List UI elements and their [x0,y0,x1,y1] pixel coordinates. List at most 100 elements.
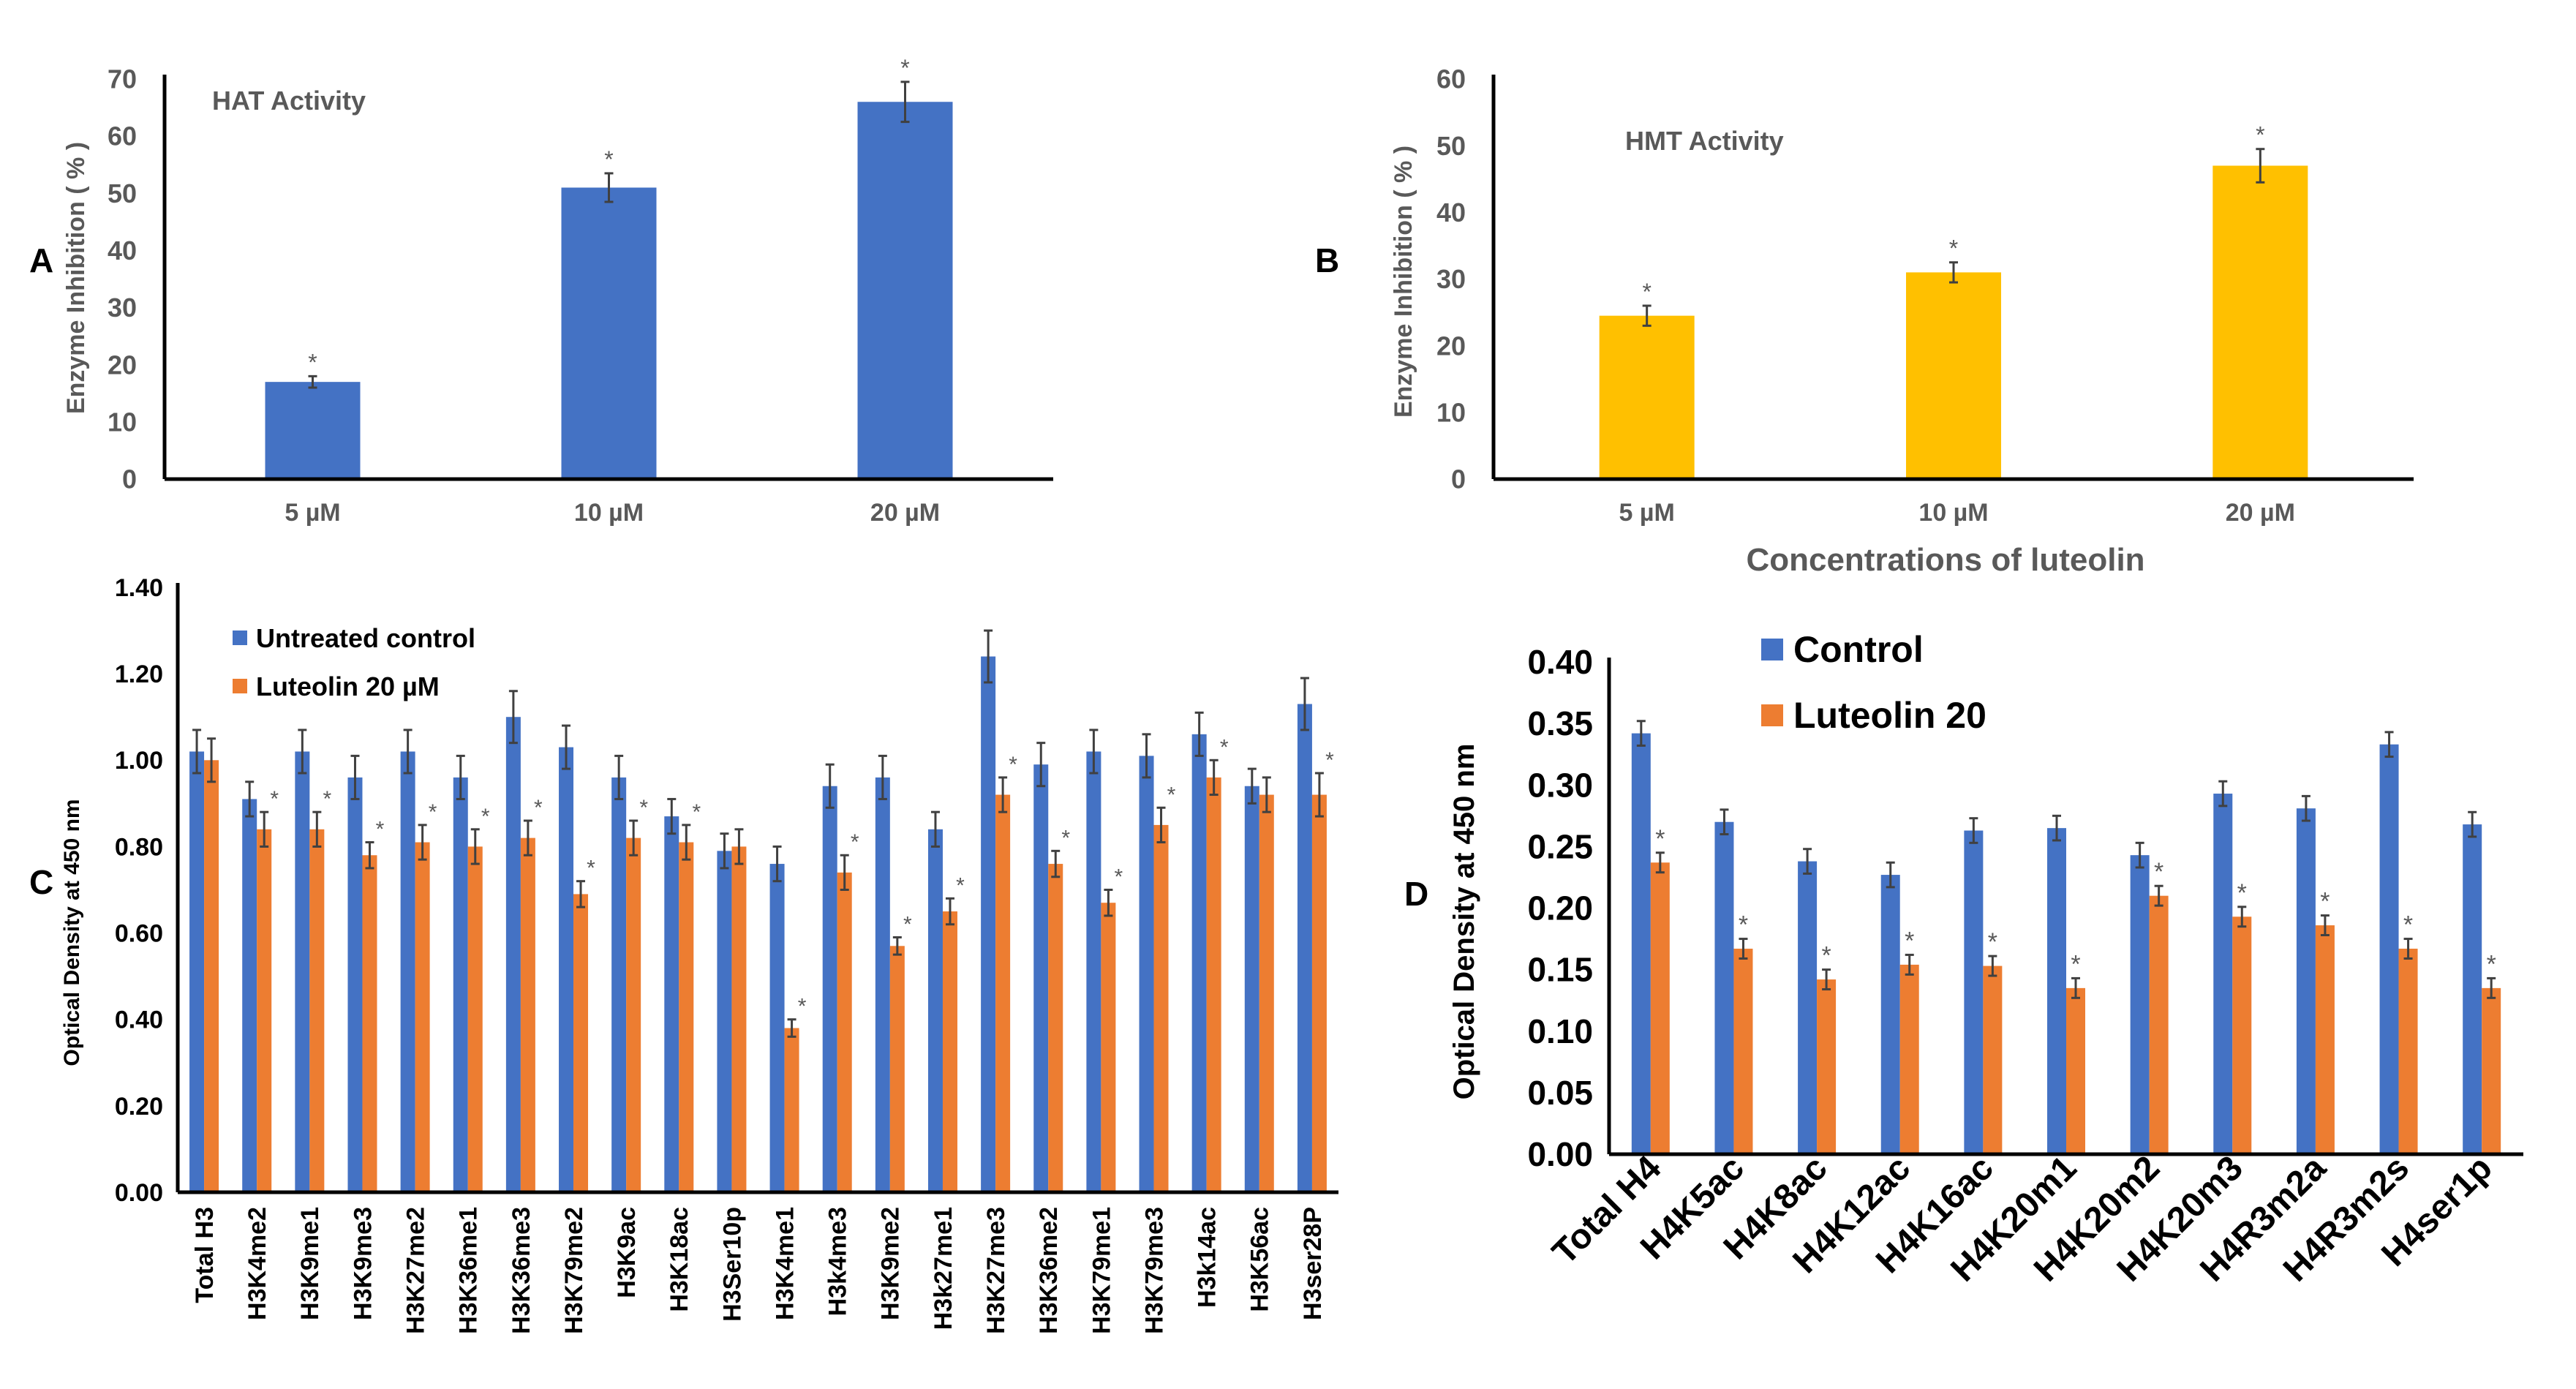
panel-c-bar-luteolin-significance-star: * [323,787,331,811]
panel-c-bar-luteolin-significance-star: * [587,857,595,881]
panel-c-x-tick-label: H3K36me2 [1035,1207,1063,1334]
panel-d-y-tick-label: 0.40 [1527,643,1593,681]
panel-a-y-tick-label: 20 [108,350,137,380]
panel-c-bar-luteolin-significance-star: * [1009,753,1017,777]
panel-c-legend: Untreated control Luteolin 20 µM [233,623,475,701]
panel-d-legend-label-luteolin: Luteolin 20 [1793,695,1986,736]
panel-c-bar-control [453,777,468,1192]
panel-b-plot-area: 0 10 20 30 40 50 60 * 5 µM * 10 µM * 20 µM [1436,64,2414,527]
panel-c-y-tick-label: 0.00 [115,1179,163,1207]
panel-d-bar-luteolin-significance-star: * [2403,911,2413,939]
panel-c-y-tick-label: 0.40 [115,1006,163,1034]
panel-c-x-tick-label: H3K9me2 [877,1207,905,1320]
panel-c-x-tick-label: H3k4me3 [824,1207,852,1316]
panel-d-bar-control [1798,861,1818,1154]
panel-d-y-tick-label: 0.20 [1527,889,1593,927]
panel-d-legend: Control Luteolin 20 [1761,629,1986,736]
panel-c-bar-luteolin-significance-star: * [481,805,490,829]
panel-b-x-tick-label: 10 µM [1918,499,1988,527]
panel-d-bar-luteolin [1733,949,1753,1154]
panel-d-bar-luteolin [2398,949,2418,1154]
panel-c-bar-luteolin-significance-star: * [956,873,965,897]
panel-c-bar-luteolin-significance-star: * [429,800,437,824]
panel-c-y-tick-label: 1.40 [115,574,163,602]
panel-c-bar-luteolin [1311,794,1327,1192]
panel-d-bar-control [2463,824,2482,1154]
panel-c-bar-luteolin-significance-star: * [534,796,543,820]
panel-a-x-tick-label: 5 µM [285,499,340,527]
panel-c-bar-luteolin [467,846,483,1192]
panel-c-bar-luteolin [837,872,852,1192]
panel-a-chart: A HAT Activity Enzyme Inhibition ( % ) 0… [29,55,1053,527]
panel-b-bar [1599,315,1695,479]
panel-c-bar-control [559,747,574,1192]
panel-c-bar-control [1139,756,1154,1192]
panel-c-bar-luteolin [995,794,1011,1192]
panel-c-bar-luteolin [1259,794,1274,1192]
panel-d-bar-luteolin-significance-star: * [1988,928,1997,956]
panel-c-bar-control [1033,764,1049,1192]
panel-d-bar-luteolin-significance-star: * [1905,927,1914,955]
panel-c-bar-luteolin [415,842,430,1192]
panel-c-bar-control [1086,751,1101,1192]
panel-a-x-tick-label: 10 µM [574,499,644,527]
panel-c-bar-luteolin-significance-star: * [270,787,279,811]
panel-d-bar-luteolin-significance-star: * [1821,942,1831,970]
panel-d-bar-control [1631,733,1651,1154]
panel-c-x-tick-label: H3K18ac [666,1207,693,1312]
panel-c-bar-luteolin [731,846,747,1192]
panel-c-x-tick-label: H3K4me1 [771,1207,799,1320]
panel-d-bar-luteolin-significance-star: * [2154,858,2163,886]
panel-c-bar-luteolin-significance-star: * [692,800,701,824]
panel-a-plot-area: 0 10 20 30 40 50 60 70 * 5 µM * 10 µM * 20 µM [108,55,1053,527]
panel-c-x-tick-label: H3k14ac [1194,1207,1221,1308]
panel-c-bar-control [347,777,363,1192]
panel-d-y-tick-label: 0.05 [1527,1074,1593,1112]
panel-a-bar-significance-star: * [308,349,317,375]
panel-c-x-tick-label: H3K56ac [1246,1207,1274,1312]
panel-c-x-tick-label: H3K79me3 [1140,1207,1168,1334]
panel-a-y-tick-label: 70 [108,64,137,94]
panel-d-bar-control [2379,744,2399,1154]
panel-c-x-tick-label: H3K9me1 [296,1207,324,1320]
panel-c-x-tick-label: H3K36me1 [455,1207,483,1334]
panel-c-bar-control [242,799,257,1192]
panel-c-bar-luteolin [784,1028,799,1192]
panel-c-y-tick-label: 1.00 [115,747,163,775]
panel-c-bar-luteolin-significance-star: * [639,796,648,820]
panel-d-chart: D Optical Density at 450 nm Control Lute… [1404,629,2523,1289]
panel-d-bar-control [2130,855,2150,1154]
panel-c-bar-control [769,864,785,1192]
panel-c-bar-luteolin [257,829,272,1192]
panel-c-plot-area: 0.00 0.20 0.40 0.60 0.80 1.00 1.20 1.40 Total H3… [115,574,1338,1334]
panel-d-bar-luteolin-significance-star: * [2237,879,2247,907]
panel-c-bar-control [717,851,732,1192]
panel-c-chart: C Optical Density at 450 nm Untreated co… [29,574,1338,1334]
panel-b-x-axis-label: Concentrations of luteolin [1746,542,2144,578]
panel-d-legend-swatch-luteolin [1761,704,1783,726]
panel-a-letter: A [29,241,53,279]
panel-c-legend-label-control: Untreated control [256,623,475,653]
panel-c-legend-swatch-luteolin [233,679,247,693]
panel-c-y-tick-label: 0.80 [115,833,163,861]
panel-c-bar-control [189,751,205,1192]
panel-c-bar-control [400,751,415,1192]
panel-c-y-axis-label: Optical Density at 450 nm [60,799,84,1066]
panel-c-bar-control [611,777,627,1192]
panel-b-y-tick-label: 60 [1436,64,1466,94]
panel-b-bar-significance-star: * [1949,236,1958,262]
panel-a-bar [265,382,361,479]
panel-c-bar-control [927,829,943,1192]
panel-c-x-tick-label: H3K4me2 [244,1207,271,1320]
panel-b-y-tick-label: 50 [1436,131,1466,161]
panel-a-y-tick-label: 60 [108,121,137,151]
panel-a-y-tick-label: 40 [108,236,137,266]
panel-a-bar [857,102,953,479]
panel-c-bar-luteolin [1048,864,1063,1192]
panel-b-y-tick-label: 30 [1436,264,1466,294]
panel-c-bar-luteolin [362,855,377,1192]
panel-d-legend-swatch-control [1761,639,1783,660]
panel-b-bar [1906,272,2001,479]
panel-d-y-tick-label: 0.00 [1527,1135,1593,1173]
panel-c-legend-label-luteolin: Luteolin 20 µM [256,671,440,701]
